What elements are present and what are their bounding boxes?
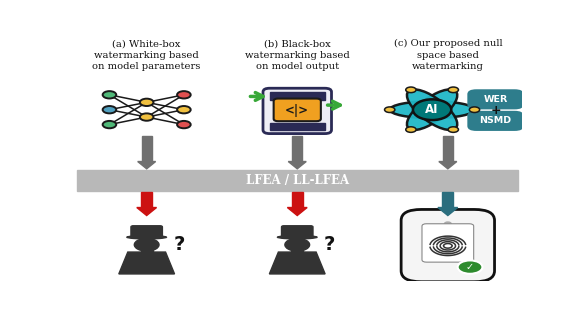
Ellipse shape [407,89,457,130]
Circle shape [140,99,154,106]
Ellipse shape [390,101,474,118]
Text: ✓: ✓ [466,262,474,272]
Circle shape [413,99,451,120]
Bar [292,137,302,161]
Ellipse shape [407,89,457,130]
Text: <|>: <|> [285,104,309,117]
Circle shape [140,113,154,121]
Bar [443,192,453,208]
Ellipse shape [127,236,166,239]
Text: +: + [490,104,501,117]
Polygon shape [288,161,306,169]
Text: NSMD: NSMD [480,116,512,125]
Bar [270,123,325,130]
FancyBboxPatch shape [467,89,524,109]
FancyBboxPatch shape [131,226,162,238]
Bar [270,92,325,100]
FancyBboxPatch shape [281,226,313,238]
Text: (c) Our proposed null
space based
watermarking: (c) Our proposed null space based waterm… [393,39,502,71]
Circle shape [406,87,416,93]
Bar [142,137,151,161]
Circle shape [469,107,480,112]
Circle shape [103,91,116,99]
Bar [141,250,153,253]
Circle shape [448,127,458,132]
Bar [443,137,453,161]
Text: ?: ? [324,234,335,253]
FancyBboxPatch shape [467,111,524,131]
FancyBboxPatch shape [401,210,495,282]
Polygon shape [119,252,175,274]
Polygon shape [137,208,157,216]
Circle shape [177,91,191,99]
Text: AI: AI [425,103,439,116]
Bar [77,170,517,191]
Circle shape [103,106,116,113]
Circle shape [177,121,191,128]
Polygon shape [287,208,307,216]
Text: ?: ? [173,234,184,253]
Text: (b) Black-box
watermarking based
on model output: (b) Black-box watermarking based on mode… [245,39,350,71]
Bar [142,192,152,208]
Circle shape [406,127,416,132]
FancyBboxPatch shape [263,88,332,134]
Circle shape [444,222,451,226]
Circle shape [177,106,191,113]
Ellipse shape [277,236,317,239]
Text: (a) White-box
watermarking based
on model parameters: (a) White-box watermarking based on mode… [92,39,201,71]
Text: WER: WER [483,95,508,104]
Text: LFEA / LL-LFEA: LFEA / LL-LFEA [246,174,349,187]
Circle shape [385,107,395,112]
FancyBboxPatch shape [274,99,321,121]
Ellipse shape [135,238,159,251]
Circle shape [103,121,116,128]
Polygon shape [439,161,457,169]
Polygon shape [269,252,325,274]
Polygon shape [137,161,155,169]
Bar [291,250,303,253]
Ellipse shape [285,238,310,251]
FancyBboxPatch shape [422,224,474,262]
Polygon shape [438,208,458,216]
Circle shape [448,87,458,93]
Circle shape [458,260,483,274]
Bar [292,192,303,208]
